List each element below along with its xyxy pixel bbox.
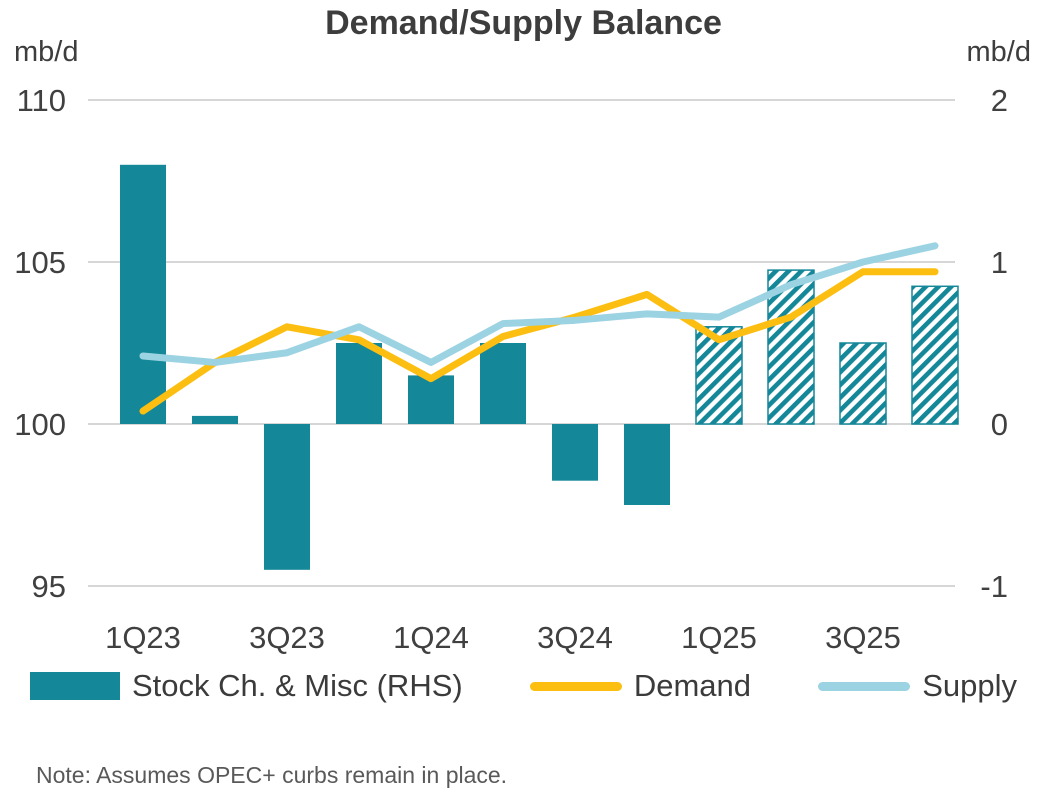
stock-change-bar (408, 375, 454, 424)
supply-line-swatch (818, 681, 911, 691)
stock-change-bar (264, 424, 310, 570)
x-axis-label: 3Q23 (249, 620, 325, 655)
left-axis-tick-label: 105 (14, 245, 66, 280)
x-axis-label: 1Q25 (681, 620, 757, 655)
x-axis-label: 1Q23 (105, 620, 181, 655)
supply-line (139, 242, 939, 366)
plot-area: 110 105 100 95 2 1 0 -1 1Q23 3Q23 1Q24 3Q24 1Q25 3Q25 (14, 83, 1008, 655)
stock-change-bar (552, 424, 598, 481)
legend: Stock Ch. & Misc (RHS) Demand Supply (0, 668, 1047, 704)
right-axis-tick-label: 2 (991, 83, 1008, 118)
x-axis-label: 1Q24 (393, 620, 469, 655)
note-text: Note: Assumes OPEC+ curbs remain in plac… (36, 762, 508, 788)
left-axis-tick-label: 95 (32, 569, 66, 604)
stock-change-bar-forecast (911, 285, 959, 425)
demand-line-swatch (529, 681, 622, 691)
left-axis-tick-label: 100 (14, 407, 66, 442)
stock-change-bar-forecast (767, 269, 815, 425)
left-axis-tick-label: 110 (17, 83, 66, 118)
legend-item-supply: Supply (818, 668, 1017, 704)
right-axis-unit-label: mb/d (966, 36, 1031, 68)
stock-change-bar (120, 164, 166, 425)
right-axis-tick-label: 0 (991, 407, 1008, 442)
stock-change-bar (192, 415, 238, 424)
stock-change-bar-forecast (695, 326, 743, 425)
stock-bar-swatch (30, 672, 120, 700)
legend-label-supply: Supply (922, 668, 1017, 703)
stock-change-bar (336, 343, 382, 424)
stock-change-bar-forecast (839, 342, 887, 425)
chart-title: Demand/Supply Balance (325, 4, 722, 42)
legend-label-demand: Demand (633, 668, 752, 703)
legend-item-demand: Demand (529, 668, 752, 704)
right-axis-tick-label: 1 (991, 245, 1008, 280)
x-axis-label: 3Q25 (825, 620, 901, 655)
stock-change-bar (480, 343, 526, 424)
right-axis-tick-label: -1 (980, 569, 1008, 604)
left-axis-unit-label: mb/d (14, 36, 79, 68)
demand-line (139, 268, 939, 415)
legend-item-stock: Stock Ch. & Misc (RHS) (30, 668, 463, 704)
x-axis-label: 3Q24 (537, 620, 613, 655)
stock-change-bar (624, 424, 670, 505)
legend-label-stock: Stock Ch. & Misc (RHS) (132, 668, 463, 703)
